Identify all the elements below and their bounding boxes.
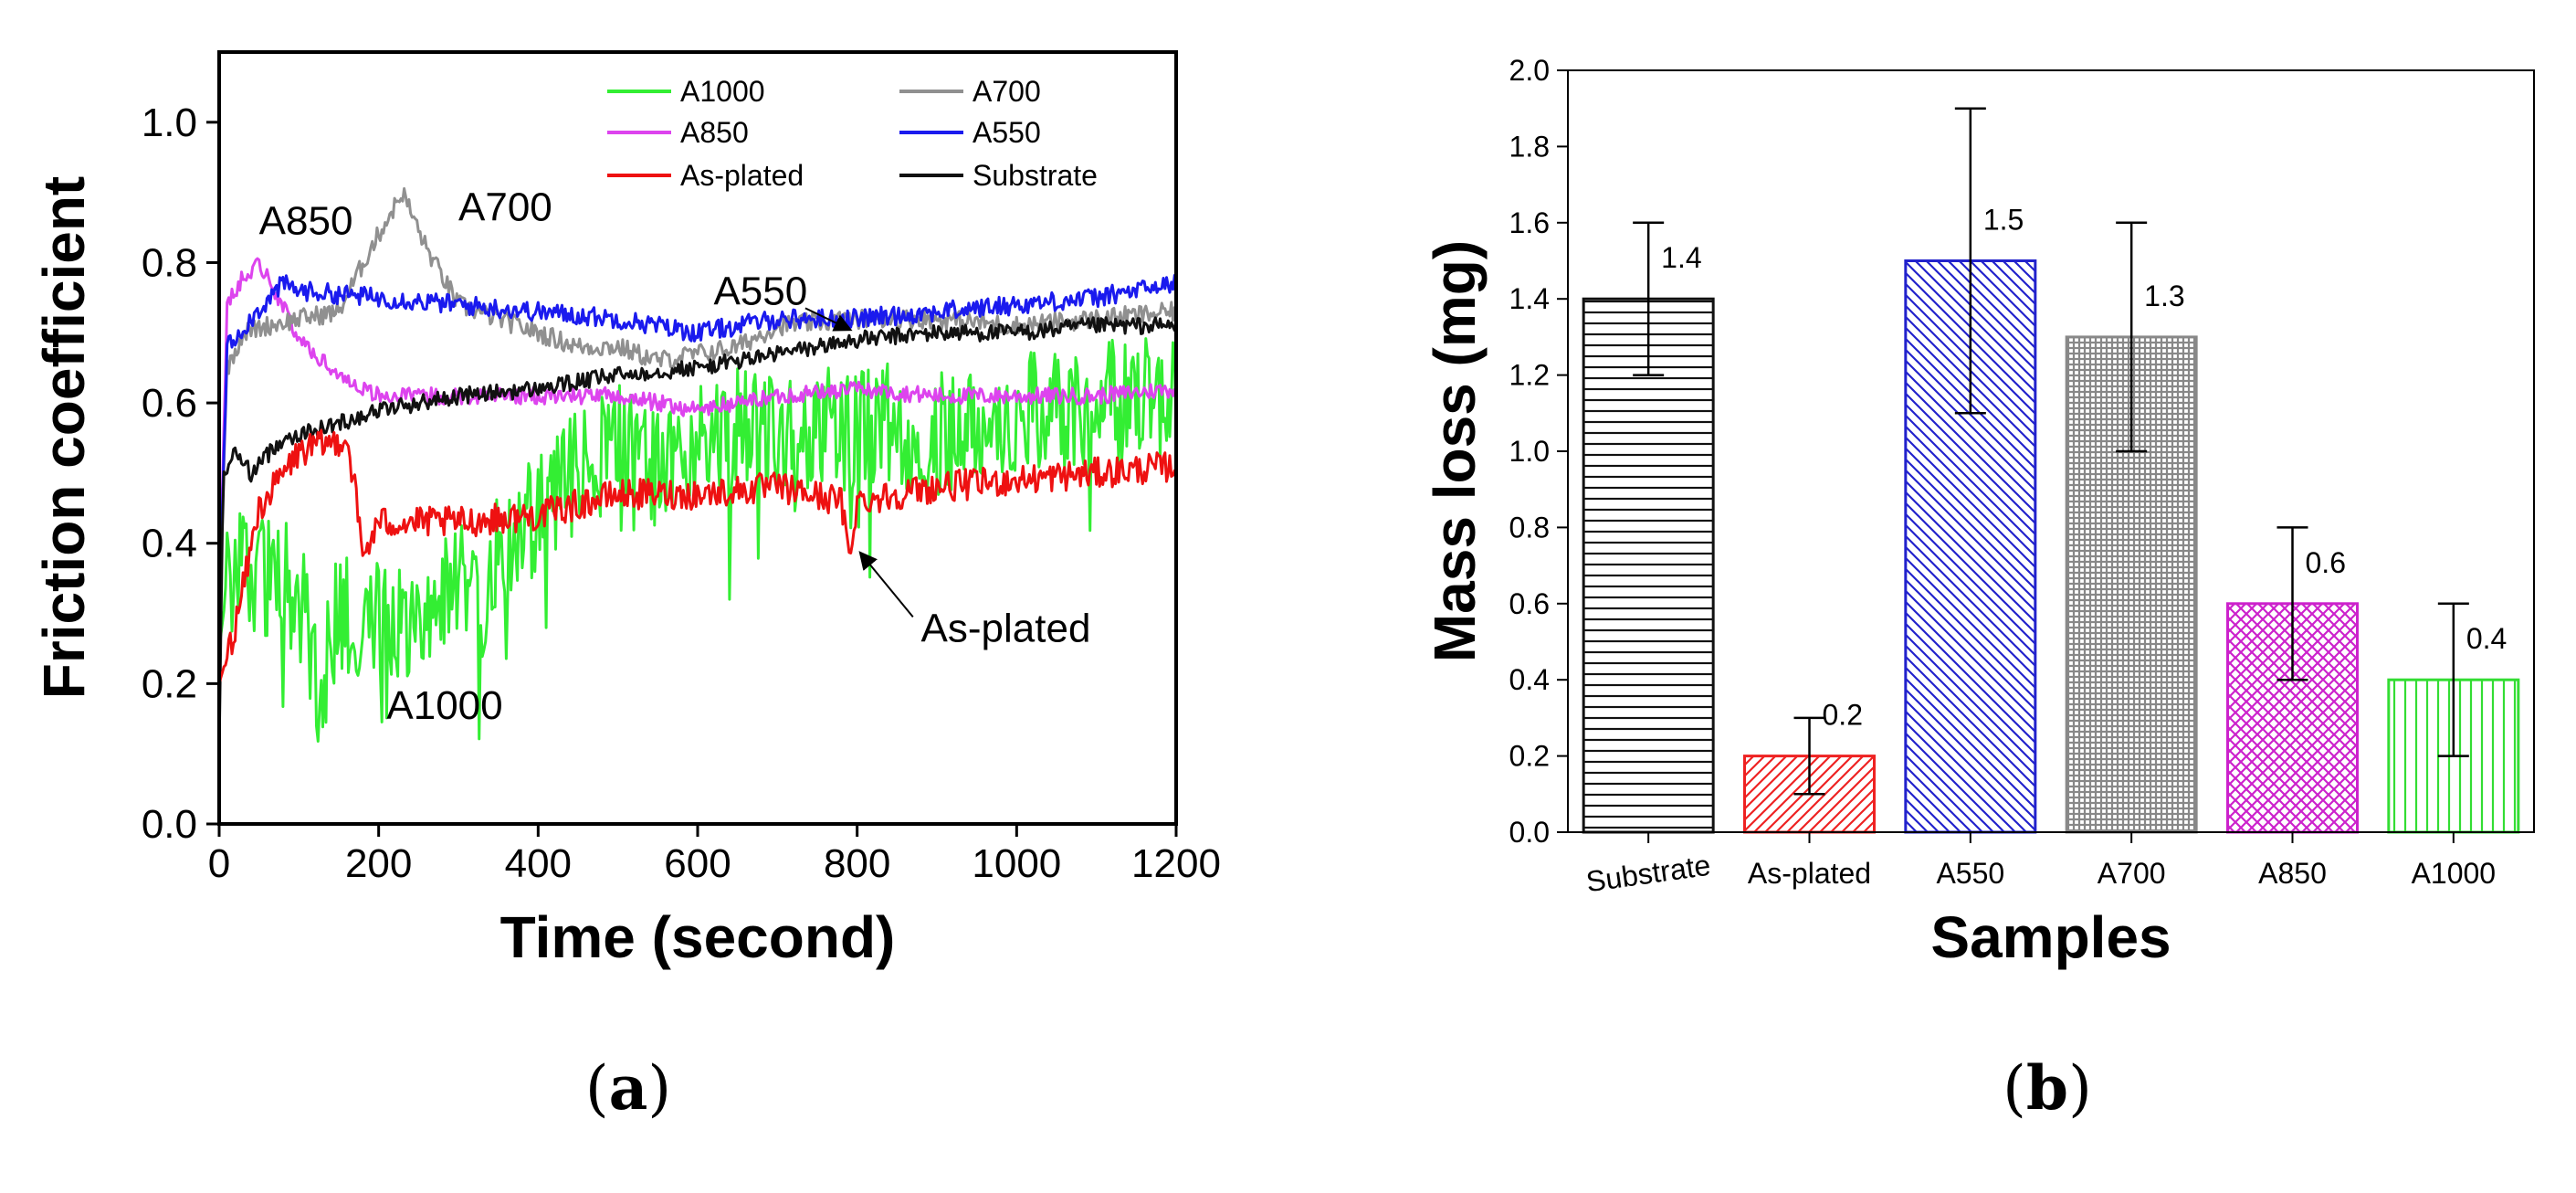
panel-a-annotation: A1000 <box>386 683 502 728</box>
panel-a-series-a850 <box>219 257 1176 614</box>
panel-a-legend-label: A550 <box>973 116 1041 149</box>
panel-a-x-tick-label: 200 <box>345 841 412 886</box>
panel-a-series-substrate <box>219 316 1176 755</box>
panel-b-category-label: A850 <box>2258 857 2327 890</box>
panel-a-x-tick-label: 400 <box>505 841 572 886</box>
panel-b-category-label: Substrate <box>1584 849 1713 899</box>
panel-b-bar-substrate <box>1582 297 1715 834</box>
panel-b-y-tick-label: 1.4 <box>1509 282 1550 315</box>
panel-b-category-label: A550 <box>1936 857 2004 890</box>
panel-a-y-tick-label: 0.2 <box>142 661 197 706</box>
panel-b-y-tick-label: 0.4 <box>1509 663 1550 696</box>
panel-b-caption-letter: b <box>2025 1052 2069 1124</box>
panel-a-x-tick-label: 1200 <box>1131 841 1221 886</box>
panel-a-x-tick-label: 800 <box>824 841 890 886</box>
panel-a-legend-label: A1000 <box>680 75 765 108</box>
panel-a-legend-label: As-plated <box>680 159 804 192</box>
panel-a-legend-label: A850 <box>680 116 749 149</box>
panel-a-legend-label: A700 <box>973 75 1041 108</box>
panel-a-x-tick-label: 600 <box>664 841 731 886</box>
panel-b-value-label: 0.6 <box>2306 546 2346 579</box>
panel-a-series-a550 <box>219 273 1176 614</box>
panel-a-y-tick-label: 0.6 <box>142 381 197 426</box>
panel-b-value-label: 1.3 <box>2144 280 2184 312</box>
panel-b-category-label: A700 <box>2098 857 2166 890</box>
panel-b-bar-chart: 1.4 0.2 1.5 1.3 0.6 0.4 0.0 0.2 0.4 0.6 0.8 1.0 1.2… <box>1422 54 2535 970</box>
panel-b-category-label: As-plated <box>1748 857 1871 890</box>
panel-a-series-as-plated <box>219 428 1176 684</box>
panel-b-y-tick-label: 0.6 <box>1509 587 1550 620</box>
panel-a-y-tick-label: 0.8 <box>142 240 197 285</box>
panel-b-y-tick-label: 0.8 <box>1509 511 1550 544</box>
panel-b-y-tick-label: 1.6 <box>1509 206 1550 239</box>
panel-b-value-label: 0.4 <box>2466 622 2507 655</box>
panel-b-value-label: 0.2 <box>1823 699 1863 732</box>
panel-a-y-tick-label: 0.0 <box>142 802 197 847</box>
panel-a-y-tick-label: 0.4 <box>142 522 197 566</box>
panel-b-y-tick-label: 2.0 <box>1509 54 1550 87</box>
panel-b-y-tick-label: 0.2 <box>1509 740 1550 773</box>
panel-b-y-tick-label: 1.8 <box>1509 130 1550 163</box>
panel-a-a550-pointer <box>804 307 853 332</box>
panel-a-legend-label: Substrate <box>973 159 1098 192</box>
panel-a-y-axis-label: Friction coefficient <box>31 176 97 700</box>
panel-a-annotation: A700 <box>458 185 552 229</box>
panel-b-y-tick-label: 1.0 <box>1509 435 1550 468</box>
panel-b-value-label: 1.5 <box>1983 204 2024 237</box>
panel-b-y-tick-label: 1.2 <box>1509 359 1550 392</box>
panel-a-as-plated-pointer <box>858 551 914 618</box>
panel-a-caption-letter: a <box>608 1052 648 1124</box>
panel-b-x-axis-label: Samples <box>1930 904 2171 970</box>
panel-a-annotation: A850 <box>259 199 353 244</box>
panel-a-annotation: A550 <box>713 269 807 314</box>
panel-b-y-axis-label: Mass loss (mg) <box>1422 240 1488 662</box>
panel-a-x-tick-label: 1000 <box>972 841 1061 886</box>
panel-a-series-a700 <box>219 186 1176 614</box>
panel-a-caption: (a) <box>584 1052 672 1124</box>
panel-b-caption: (b) <box>2003 1052 2092 1124</box>
panel-a-x-tick-label: 0 <box>208 841 230 886</box>
panel-a-line-chart: 0 200 400 600 800 1000 12000.00.20.40.60.81.0 … <box>31 50 1221 970</box>
panel-a-annotation: As-plated <box>921 606 1091 650</box>
panel-a-y-tick-label: 1.0 <box>142 100 197 145</box>
panel-b-y-tick-label: 0.0 <box>1509 816 1550 849</box>
panel-b-category-label: A1000 <box>2412 857 2497 890</box>
panel-b-value-label: 1.4 <box>1661 241 1701 274</box>
panel-a-x-axis-label: Time (second) <box>500 904 896 970</box>
